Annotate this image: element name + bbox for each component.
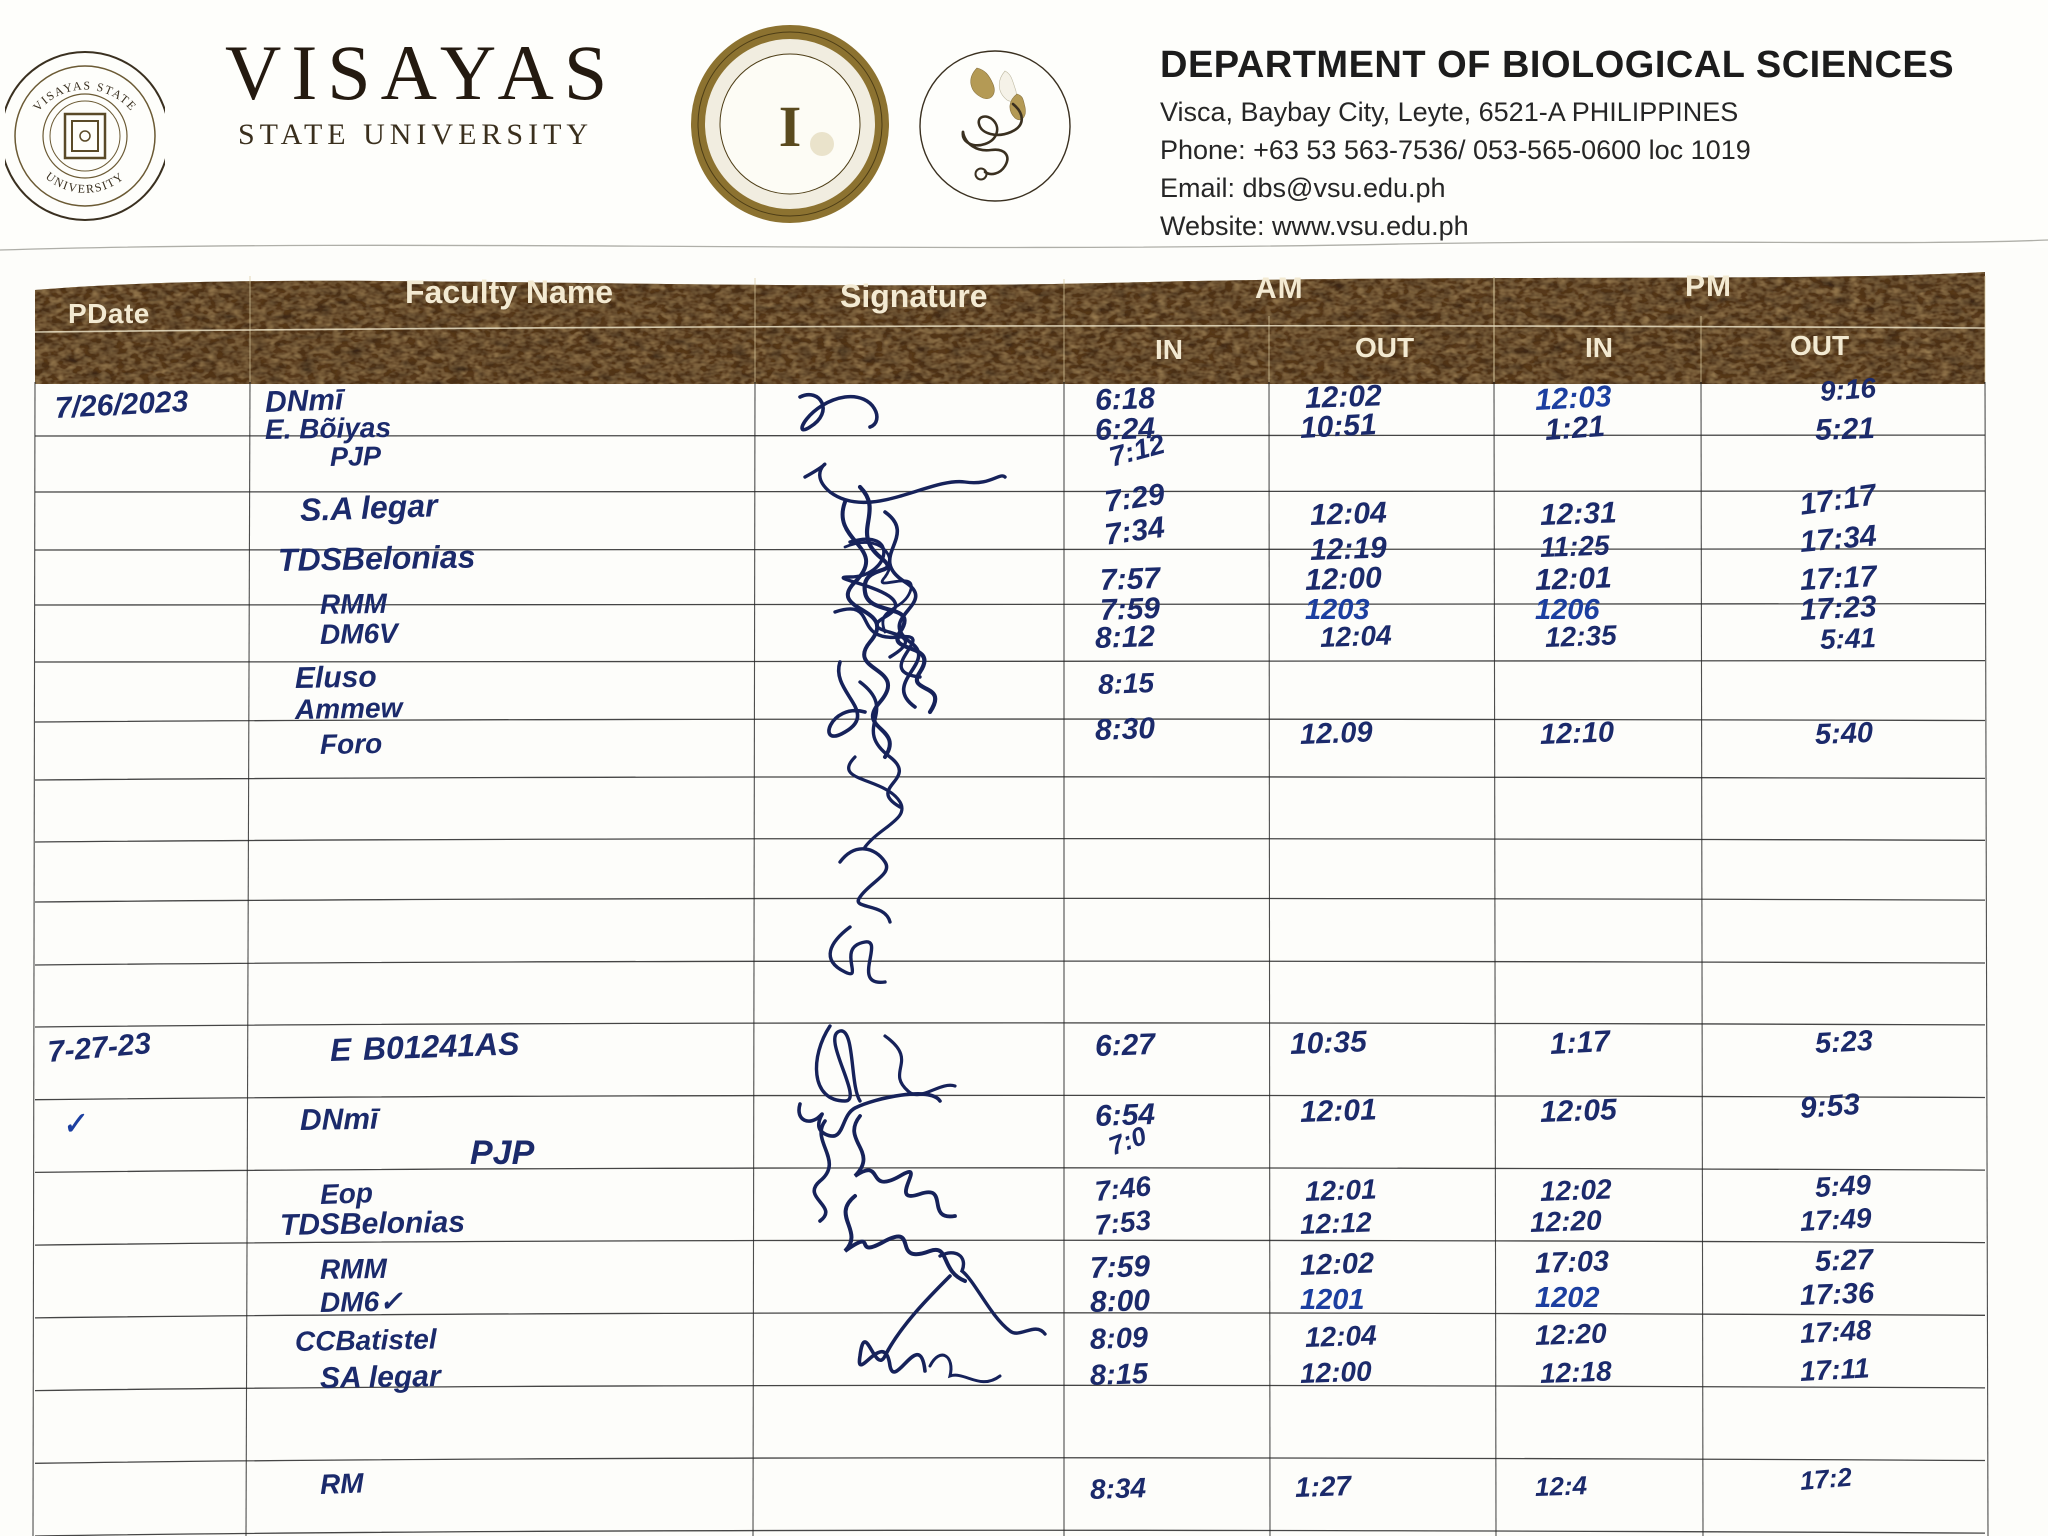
svg-text:VISAYAS STATE: VISAYAS STATE: [30, 78, 140, 114]
svg-text:I: I: [779, 94, 802, 159]
svg-text:UNIVERSITY: UNIVERSITY: [43, 169, 127, 196]
